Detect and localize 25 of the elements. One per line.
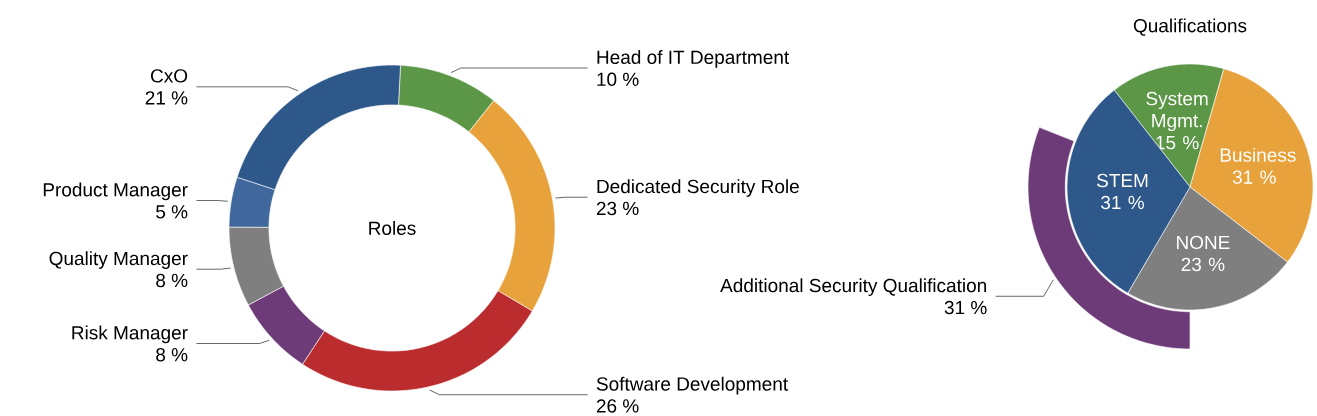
text: Roles (369, 221, 416, 235)
category-label: Additional Security Qualification (720, 278, 987, 296)
data-label: 31 % (1232, 170, 1276, 184)
data-label: 8 % (156, 348, 188, 362)
slice-label: Product Manager (43, 182, 188, 201)
data-label: 23 % (596, 201, 639, 216)
data-label: 31 % (1101, 195, 1144, 210)
data-label: 8 % (156, 273, 188, 288)
slice-label: Head of IT Department (597, 50, 790, 68)
slice-label: Risk Manager (72, 325, 188, 344)
slice-label: NONE (1177, 235, 1230, 250)
slice-label: Quality Manager (49, 251, 188, 269)
slice-label: Business (1220, 147, 1296, 162)
data-label: 23 % (1181, 257, 1225, 272)
slice-label: STEM (1096, 173, 1148, 188)
slice-label: Dedicated Security Role (597, 179, 799, 197)
data-label: 10 % (597, 72, 639, 87)
slice-label: Software Development (596, 376, 788, 395)
data-label: 5 % (156, 205, 188, 219)
chart-title: Qualifications (1133, 18, 1247, 36)
data-label: 26 % (596, 399, 639, 413)
data-label: 31 % (944, 300, 987, 315)
data-label: 21 % (145, 91, 188, 105)
slice-label: System Mgmt. (1146, 91, 1208, 132)
slice-label: CxO (151, 69, 188, 83)
